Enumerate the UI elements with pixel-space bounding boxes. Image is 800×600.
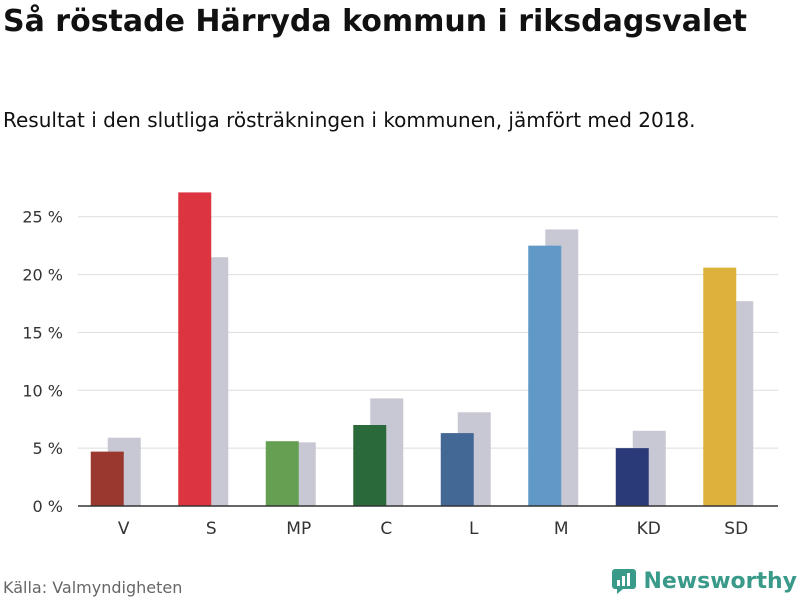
x-tick-label: M xyxy=(554,519,569,539)
bar-2022 xyxy=(265,441,299,506)
x-tick-label: C xyxy=(380,519,392,539)
x-tick-label: MP xyxy=(286,519,311,539)
bar-2022 xyxy=(615,448,649,506)
bar-2022 xyxy=(440,433,474,506)
y-tick-label: 25 % xyxy=(22,208,63,227)
chart-title: Så röstade Härryda kommun i riksdagsvale… xyxy=(3,4,747,39)
x-tick-label: V xyxy=(118,519,130,539)
bar-2022 xyxy=(90,451,124,506)
x-tick-label: L xyxy=(469,519,479,539)
y-tick-label: 15 % xyxy=(22,323,63,342)
bar-2022 xyxy=(178,192,212,506)
y-tick-label: 5 % xyxy=(33,439,63,458)
y-tick-label: 0 % xyxy=(33,497,63,516)
bar-2022 xyxy=(528,245,562,506)
source-note: Källa: Valmyndigheten xyxy=(3,578,183,597)
x-tick-label: S xyxy=(206,519,217,539)
chart-subtitle: Resultat i den slutliga rösträkningen i … xyxy=(3,108,696,132)
x-tick-label: SD xyxy=(724,519,748,539)
y-tick-label: 10 % xyxy=(22,381,63,400)
newsworthy-logo: Newsworthy xyxy=(611,568,797,594)
bar-2022 xyxy=(703,267,737,506)
y-tick-label: 20 % xyxy=(22,266,63,285)
brand-name: Newsworthy xyxy=(643,568,797,594)
newsworthy-icon xyxy=(612,569,637,594)
bar-2022 xyxy=(353,425,387,506)
x-tick-label: KD xyxy=(637,519,661,539)
